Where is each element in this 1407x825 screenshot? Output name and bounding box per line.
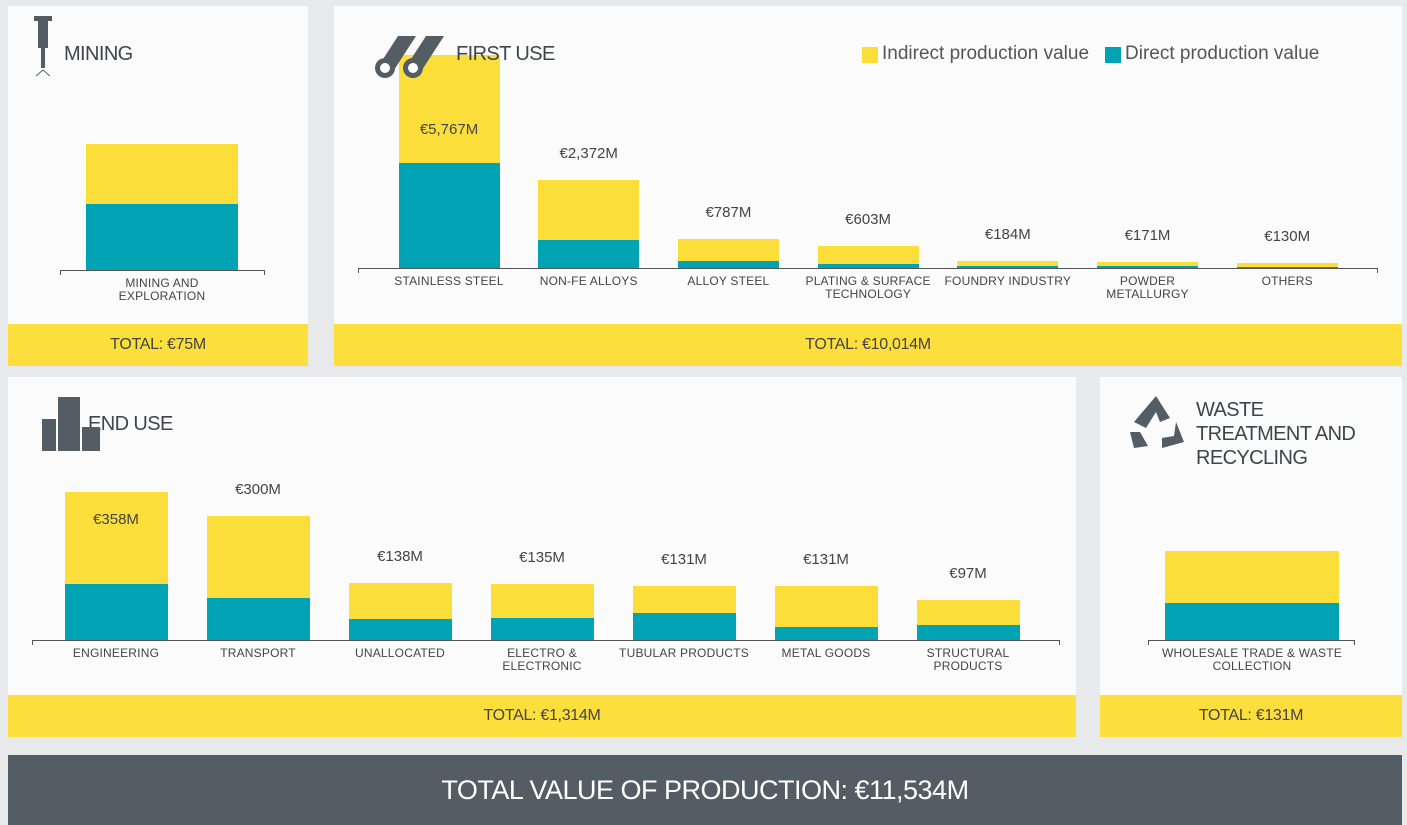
bar-segment <box>207 598 310 640</box>
bar <box>491 584 594 640</box>
panel-title: MINING <box>64 42 284 66</box>
bar-segment <box>538 240 639 268</box>
category-label: WHOLESALE TRADE & WASTE COLLECTION <box>1157 647 1347 673</box>
bar <box>207 516 310 640</box>
category-label: STAINLESS STEEL <box>383 275 515 288</box>
bar-segment <box>917 600 1020 625</box>
legend-swatch <box>862 47 878 63</box>
bar <box>86 144 238 270</box>
value-label: €97M <box>908 564 1028 584</box>
category-label: TUBULAR PRODUCTS <box>618 647 750 660</box>
value-label: €2,372M <box>529 144 649 164</box>
category-label: MINING AND EXPLORATION <box>87 277 237 303</box>
bar-segment <box>349 583 452 619</box>
bar-segment <box>491 618 594 640</box>
bar-segment <box>917 625 1020 640</box>
bar-segment <box>775 586 878 627</box>
legend-label: Indirect production value <box>882 43 1089 65</box>
value-label: €5,767M <box>389 120 509 140</box>
category-label: PLATING & SURFACE TECHNOLOGY <box>802 275 934 301</box>
bar-segment <box>818 246 919 264</box>
panel-title: END USE <box>88 412 288 436</box>
bar-segment <box>65 492 168 584</box>
bar-segment <box>818 264 919 268</box>
bar-segment <box>538 180 639 239</box>
bar <box>678 239 779 268</box>
category-label: OTHERS <box>1221 275 1353 288</box>
value-label: €787M <box>668 203 788 223</box>
bar <box>399 55 500 268</box>
panel-title: WASTE TREATMENT AND RECYCLING <box>1196 398 1374 470</box>
bar-segment <box>678 239 779 261</box>
bar <box>818 246 919 268</box>
panel-total: TOTAL: €131M <box>1100 695 1402 737</box>
axis-line <box>358 268 1378 273</box>
legend-swatch <box>1105 47 1121 63</box>
bar-segment <box>1097 266 1198 268</box>
panel-total: TOTAL: €1,314M <box>8 695 1076 737</box>
axis-line <box>60 270 265 275</box>
bar-segment <box>207 516 310 598</box>
bar <box>917 600 1020 640</box>
value-label: €131M <box>624 550 744 570</box>
category-label: ENGINEERING <box>50 647 182 660</box>
bar <box>1097 262 1198 268</box>
panel-total: TOTAL: €10,014M <box>334 324 1402 366</box>
bar-segment <box>86 204 238 270</box>
value-label: €135M <box>482 548 602 568</box>
bar-segment <box>633 586 736 613</box>
category-label: NON-FE ALLOYS <box>523 275 655 288</box>
bar-segment <box>1165 551 1339 603</box>
axis-line <box>32 640 1060 645</box>
building-icon <box>40 395 102 453</box>
category-label: METAL GOODS <box>760 647 892 660</box>
bar <box>633 586 736 640</box>
value-label: €130M <box>1227 227 1347 247</box>
bar-segment <box>349 619 452 640</box>
panel-total: TOTAL: €75M <box>8 324 308 366</box>
bar-segment <box>1237 267 1338 268</box>
bar-segment <box>1165 603 1339 640</box>
category-label: UNALLOCATED <box>334 647 466 660</box>
value-label: €300M <box>198 480 318 500</box>
bar-segment <box>399 163 500 268</box>
bar-segment <box>86 144 238 204</box>
bar-segment <box>957 266 1058 268</box>
value-label: €184M <box>948 225 1068 245</box>
bar <box>538 180 639 268</box>
value-label: €358M <box>56 510 176 530</box>
pipes-icon <box>368 26 450 78</box>
legend-label: Direct production value <box>1125 43 1319 65</box>
value-label: €138M <box>340 547 460 567</box>
panel-title: FIRST USE <box>456 42 656 66</box>
bar-segment <box>775 627 878 640</box>
bar <box>1237 263 1338 268</box>
bar <box>775 586 878 640</box>
grand-total: TOTAL VALUE OF PRODUCTION: €11,534M <box>8 755 1402 825</box>
axis-line <box>1148 640 1355 645</box>
value-label: €171M <box>1088 226 1208 246</box>
category-label: TRANSPORT <box>192 647 324 660</box>
bar <box>957 261 1058 268</box>
bar-segment <box>678 261 779 268</box>
recycle-icon <box>1126 392 1186 452</box>
value-label: €603M <box>808 210 928 230</box>
category-label: POWDER METALLURGY <box>1082 275 1214 301</box>
bar-segment <box>65 584 168 640</box>
value-label: €131M <box>766 550 886 570</box>
category-label: ALLOY STEEL <box>662 275 794 288</box>
bar <box>1165 551 1339 640</box>
bar <box>349 583 452 640</box>
bar-segment <box>633 613 736 640</box>
category-label: FOUNDRY INDUSTRY <box>942 275 1074 288</box>
mining-icon <box>30 14 58 86</box>
bar-segment <box>491 584 594 618</box>
category-label: STRUCTURAL PRODUCTS <box>902 647 1034 673</box>
category-label: ELECTRO & ELECTRONIC <box>476 647 608 673</box>
page: TOTAL: €131M WASTE TREATMENT AND RECYCLIN… <box>0 0 1407 825</box>
